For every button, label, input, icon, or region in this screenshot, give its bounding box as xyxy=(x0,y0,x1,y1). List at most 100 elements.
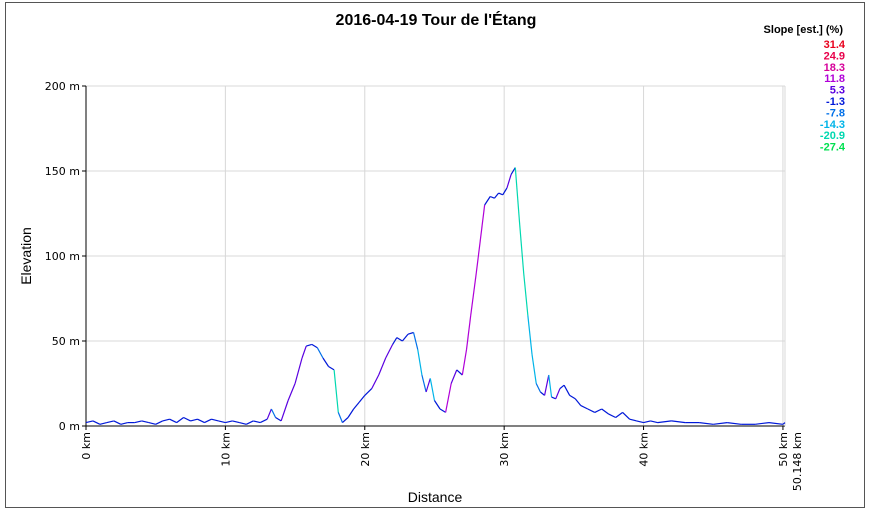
profile-segment xyxy=(99,422,108,425)
profile-segment xyxy=(622,411,631,420)
profile-segment xyxy=(162,418,170,422)
profile-segment xyxy=(461,349,468,376)
profile-segment xyxy=(535,383,541,393)
profile-segment xyxy=(197,418,205,424)
profile-segment xyxy=(301,345,307,359)
profile-segment xyxy=(713,422,728,425)
legend-entry: -14.3 xyxy=(820,119,845,131)
profile-segment xyxy=(498,192,503,196)
elevation-profile xyxy=(85,167,786,425)
profile-segment xyxy=(401,333,409,342)
profile-segment xyxy=(316,347,324,359)
profile-segment xyxy=(506,174,512,189)
legend-entry: 11.8 xyxy=(824,73,845,85)
profile-segment xyxy=(106,420,115,424)
profile-segment xyxy=(275,416,282,422)
profile-segment xyxy=(450,369,458,384)
x-tick-labels: 0 km 10 km 20 km 30 km 40 km 50 km 50.148 km xyxy=(80,432,804,491)
profile-segment xyxy=(421,374,427,393)
profile-segment xyxy=(569,394,576,400)
profile-segment xyxy=(643,420,651,424)
profile-segment xyxy=(266,408,272,420)
profile-segment xyxy=(280,400,289,422)
profile-segment xyxy=(563,384,571,396)
profile-segment xyxy=(412,332,419,350)
x-tick-label: 30 km xyxy=(498,432,511,467)
profile-segment xyxy=(337,412,344,423)
x-tick-label: 50 km xyxy=(777,432,790,467)
profile-segment xyxy=(594,408,602,413)
x-tick-label: 0 km xyxy=(80,432,93,460)
legend-entry: 31.4 xyxy=(824,39,846,51)
profile-segment xyxy=(333,369,339,413)
profile-segment xyxy=(342,417,349,424)
legend-title: Slope [est.] (%) xyxy=(764,24,844,36)
profile-segment xyxy=(540,391,545,396)
profile-segment xyxy=(92,420,101,425)
profile-segment xyxy=(636,420,644,424)
profile-segment xyxy=(211,418,219,422)
slope-legend: Slope [est.] (%) 31.424.918.311.85.3-1.3… xyxy=(764,24,846,154)
profile-segment xyxy=(392,337,398,345)
profile-segment xyxy=(396,337,403,342)
profile-segment xyxy=(322,357,330,367)
x-tick-label: 10 km xyxy=(219,432,232,467)
profile-segment xyxy=(527,315,533,355)
profile-segment xyxy=(657,420,672,424)
profile-segment xyxy=(493,192,500,199)
profile-segment xyxy=(417,349,423,376)
profile-segment xyxy=(502,187,508,196)
profile-segment xyxy=(489,195,495,199)
profile-segment xyxy=(456,369,463,376)
profile-segment xyxy=(232,420,240,424)
profile-segment xyxy=(608,413,616,419)
profile-segment xyxy=(580,405,589,410)
profile-segment xyxy=(699,422,714,425)
y-tick-label: 100 m xyxy=(45,250,80,263)
profile-segment xyxy=(433,400,441,410)
y-tick-label: 50 m xyxy=(52,335,80,348)
profile-segment xyxy=(782,422,786,425)
profile-segment xyxy=(294,357,303,384)
profile-segment xyxy=(629,418,637,422)
profile-segment xyxy=(306,343,312,347)
profile-segment xyxy=(155,420,163,425)
profile-segment xyxy=(378,357,387,376)
profile-segment xyxy=(650,420,658,424)
profile-segment xyxy=(518,221,525,274)
profile-segment xyxy=(555,388,561,400)
profile-segment xyxy=(425,378,431,393)
profile-segment xyxy=(176,417,184,424)
profile-segment xyxy=(754,422,770,425)
legend-entry: 18.3 xyxy=(824,62,845,74)
profile-segment xyxy=(768,422,784,425)
profile-segment xyxy=(727,422,742,425)
profile-segment xyxy=(148,422,156,425)
x-tick-label: 40 km xyxy=(638,432,651,467)
y-tick-label: 0 m xyxy=(59,420,80,433)
profile-segment xyxy=(439,408,446,413)
profile-segment xyxy=(85,420,94,424)
profile-segment xyxy=(169,418,177,424)
x-axis-label: Distance xyxy=(408,489,463,505)
profile-segment xyxy=(429,378,436,401)
y-tick-label: 150 m xyxy=(45,165,80,178)
profile-segment xyxy=(270,408,277,418)
profile-segment xyxy=(587,408,596,413)
profile-segment xyxy=(120,422,128,425)
chart-title: 2016-04-19 Tour de l'Étang xyxy=(336,10,537,29)
profile-segment xyxy=(484,196,491,206)
y-axis-label: Elevation xyxy=(18,227,34,285)
profile-segment xyxy=(371,374,380,389)
profile-segment xyxy=(113,420,122,425)
profile-segment xyxy=(183,416,191,422)
profile-segment xyxy=(385,344,394,359)
profile-segment xyxy=(671,420,686,424)
legend-entry: -7.8 xyxy=(826,107,845,119)
profile-segment xyxy=(548,374,553,398)
profile-segment xyxy=(328,365,335,371)
y-tick-labels: 0 m 50 m 100 m 150 m 200 m xyxy=(45,80,80,433)
profile-segment xyxy=(141,420,149,424)
profile-segment xyxy=(510,167,516,175)
